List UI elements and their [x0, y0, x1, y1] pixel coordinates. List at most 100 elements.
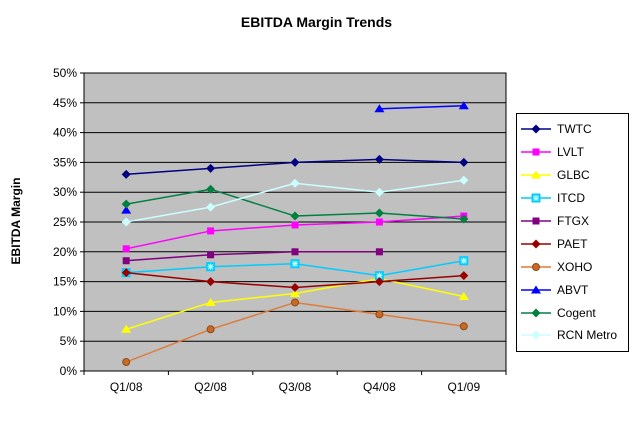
marker-diamond: [531, 124, 541, 134]
x-tick-label: Q2/08: [194, 380, 227, 394]
series-line: [126, 251, 380, 262]
x-tick-label: Q1/08: [110, 380, 143, 394]
series-abvt: [121, 101, 469, 214]
y-tick-label: 30%: [53, 185, 77, 199]
marker-square: [291, 248, 299, 256]
legend-item-ftgx: FTGX: [519, 211, 626, 231]
legend-item-cogent: Cogent: [519, 303, 626, 323]
marker-diamond: [374, 277, 384, 287]
x-tick-label: Q4/08: [363, 380, 396, 394]
marker-square: [122, 245, 130, 253]
legend-swatch: [521, 262, 551, 271]
marker-diamond: [121, 199, 131, 209]
marker-diamond: [206, 277, 216, 287]
marker-diamond: [374, 154, 384, 164]
legend-swatch: [521, 124, 551, 134]
series-twtc: [121, 154, 469, 179]
marker-square: [532, 217, 540, 225]
marker-triangle: [531, 285, 541, 294]
marker-diamond: [121, 268, 131, 278]
y-tick-label: 15%: [53, 275, 77, 289]
marker-square: [291, 221, 299, 229]
marker-diamond: [206, 202, 216, 212]
series-xoho: [122, 298, 468, 367]
marker-circle: [375, 310, 384, 319]
marker-triangle: [290, 289, 300, 298]
marker-diamond: [459, 271, 469, 281]
marker-square: [375, 248, 383, 256]
marker-circle: [459, 322, 468, 331]
legend-item-itcd: ITCD: [519, 188, 626, 208]
marker-diamond: [290, 178, 300, 188]
chart-title: EBITDA Margin Trends: [240, 14, 393, 30]
marker-square: [207, 227, 215, 235]
legend-item-lvlt: LVLT: [519, 142, 626, 162]
legend-swatch: [521, 193, 551, 203]
y-tick-label: 50%: [53, 66, 77, 80]
marker-star-glyph: [460, 257, 467, 264]
legend-label: GLBC: [557, 168, 590, 183]
legend-item-glbc: GLBC: [519, 165, 626, 185]
legend-swatch: [521, 308, 551, 318]
marker-star-glyph: [533, 195, 539, 202]
y-tick-label: 5%: [60, 334, 78, 348]
y-tick-label: 10%: [53, 304, 77, 318]
marker-diamond: [459, 175, 469, 185]
marker-diamond: [121, 217, 131, 227]
y-tick-label: 35%: [53, 155, 77, 169]
marker-diamond: [121, 169, 131, 179]
series-paet: [121, 268, 469, 293]
marker-diamond: [374, 187, 384, 197]
marker-diamond: [206, 163, 216, 173]
marker-star-glyph: [292, 260, 298, 267]
legend-item-abvt: ABVT: [519, 280, 626, 300]
y-tick-label: 40%: [53, 126, 77, 140]
y-tick-label: 20%: [53, 245, 77, 259]
series-ftgx: [122, 248, 383, 265]
legend-label: LVLT: [557, 145, 584, 160]
marker-triangle: [458, 101, 469, 110]
series-rcn-metro: [121, 175, 469, 227]
marker-circle: [291, 298, 299, 307]
marker-diamond: [531, 330, 541, 340]
marker-triangle: [121, 205, 132, 214]
legend-label: FTGX: [557, 214, 589, 228]
marker-diamond: [459, 157, 469, 167]
marker-star-glyph: [207, 263, 214, 270]
marker-diamond: [290, 211, 300, 221]
legend-swatch: [521, 285, 551, 294]
marker-square: [532, 148, 540, 156]
legend-swatch: [521, 148, 551, 156]
legend-item-twtc: TWTC: [519, 119, 626, 139]
marker-square: [375, 218, 383, 226]
legend-item-paet: PAET: [519, 234, 626, 254]
marker-square: [122, 257, 130, 265]
marker-diamond: [290, 157, 300, 167]
marker-diamond: [206, 184, 216, 194]
legend-label: PAET: [557, 236, 588, 251]
y-tick-label: 0%: [60, 364, 78, 378]
marker-diamond: [374, 208, 384, 218]
series-cogent: [121, 184, 469, 224]
marker-diamond: [531, 239, 541, 249]
y-tick-label: 45%: [53, 96, 77, 110]
marker-circle: [532, 262, 540, 271]
legend-label: ITCD: [557, 191, 585, 206]
marker-circle: [206, 325, 215, 334]
legend-item-rcn-metro: RCN Metro: [519, 325, 626, 345]
marker-triangle: [531, 170, 541, 179]
marker-square: [207, 251, 215, 259]
legend-label: TWTC: [557, 122, 592, 137]
marker-diamond: [459, 214, 469, 224]
legend-label: ABVT: [557, 282, 589, 297]
marker-triangle: [374, 104, 385, 113]
legend-swatch: [521, 170, 551, 179]
legend-label: Cogent: [557, 305, 596, 320]
marker-diamond: [531, 308, 541, 318]
x-tick-label: Q1/09: [447, 380, 480, 394]
legend-item-xoho: XOHO: [519, 257, 626, 277]
legend-label: RCN Metro: [557, 328, 618, 343]
x-tick-label: Q3/08: [279, 380, 312, 394]
